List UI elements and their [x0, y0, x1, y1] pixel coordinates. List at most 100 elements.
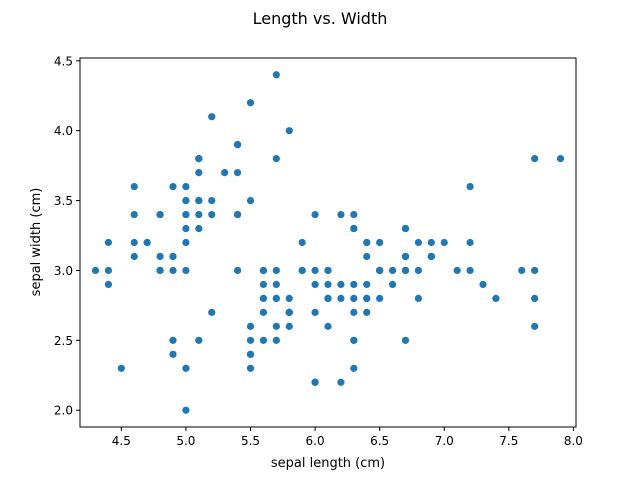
data-point-134	[324, 322, 332, 330]
data-point-103	[350, 280, 358, 289]
data-point-100	[350, 224, 358, 233]
data-point-144	[401, 224, 410, 233]
data-point-122	[531, 294, 539, 303]
data-point-149	[298, 266, 306, 275]
data-point-34	[169, 252, 177, 261]
data-point-126	[337, 294, 345, 303]
y-tick-label: 2.0	[54, 404, 73, 418]
data-point-110	[376, 238, 384, 247]
data-point-50	[440, 238, 448, 247]
data-point-87	[350, 364, 358, 372]
data-point-141	[427, 252, 435, 261]
data-point-6	[130, 210, 138, 219]
data-point-30	[156, 252, 164, 261]
data-point-118	[531, 322, 539, 330]
data-point-45	[156, 266, 164, 275]
data-point-35	[182, 238, 190, 247]
data-point-73	[324, 294, 332, 303]
x-tick-label: 8.0	[564, 434, 583, 448]
data-point-93	[182, 364, 190, 372]
data-point-1	[169, 266, 177, 275]
data-point-112	[414, 266, 423, 275]
data-point-99	[272, 294, 280, 303]
data-point-117	[531, 155, 539, 163]
data-point-41	[117, 364, 125, 372]
data-point-123	[350, 308, 358, 316]
data-point-43	[182, 196, 190, 205]
data-point-127	[324, 266, 332, 275]
data-point-74	[363, 280, 371, 289]
data-point-27	[208, 196, 216, 205]
data-point-142	[285, 308, 293, 316]
data-point-54	[376, 294, 384, 303]
data-point-58	[388, 280, 397, 289]
data-point-135	[531, 266, 539, 275]
data-point-94	[259, 308, 268, 316]
data-point-46	[195, 155, 203, 163]
y-tick-label: 2.5	[54, 334, 73, 348]
data-point-107	[479, 280, 487, 289]
data-point-131	[556, 155, 565, 163]
data-point-136	[350, 210, 358, 219]
data-point-33	[246, 99, 255, 107]
data-point-115	[363, 238, 371, 247]
data-point-125	[466, 238, 474, 247]
data-point-29	[143, 238, 151, 247]
data-point-3	[130, 252, 138, 261]
data-point-38	[104, 266, 113, 275]
data-point-59	[208, 308, 216, 316]
data-point-75	[388, 266, 397, 275]
data-point-23	[195, 224, 203, 233]
data-point-70	[298, 238, 306, 247]
y-tick-label: 4.5	[54, 54, 73, 68]
data-point-4	[182, 182, 190, 191]
data-point-108	[401, 336, 410, 344]
x-tick-label: 4.5	[112, 434, 131, 448]
data-point-148	[337, 210, 345, 219]
data-point-147	[376, 266, 384, 275]
data-point-60	[182, 406, 190, 414]
data-point-95	[272, 266, 280, 275]
data-point-137	[363, 252, 371, 261]
data-point-119	[311, 378, 319, 386]
data-point-68	[337, 378, 345, 386]
data-point-105	[518, 266, 526, 275]
data-point-96	[272, 280, 280, 289]
data-point-10	[233, 169, 242, 177]
x-tick-label: 7.0	[435, 434, 454, 448]
data-point-64	[259, 280, 268, 289]
data-point-26	[182, 210, 190, 219]
data-point-63	[324, 280, 332, 289]
data-point-106	[169, 336, 177, 344]
data-point-120	[427, 238, 435, 247]
data-point-49	[182, 224, 190, 233]
data-point-83	[311, 308, 319, 316]
data-point-78	[311, 280, 319, 289]
data-point-138	[311, 266, 319, 275]
data-point-98	[195, 336, 203, 344]
data-point-15	[272, 71, 280, 79]
x-tick-label: 7.5	[499, 434, 518, 448]
data-point-143	[414, 238, 423, 247]
data-point-57	[169, 350, 177, 358]
data-point-69	[259, 336, 268, 344]
y-axis-label: sepal width (cm)	[29, 188, 44, 297]
y-tick-label: 3.0	[54, 264, 73, 278]
data-point-16	[233, 141, 242, 149]
data-point-88	[259, 266, 268, 275]
data-point-13	[91, 266, 100, 275]
y-tick-label: 4.0	[54, 124, 73, 138]
data-point-39	[195, 210, 203, 219]
data-point-17	[195, 196, 203, 205]
data-point-130	[492, 294, 500, 303]
data-point-18	[272, 155, 280, 163]
data-point-21	[195, 169, 203, 177]
data-point-36	[246, 196, 255, 205]
data-point-121	[259, 294, 268, 303]
data-point-47	[130, 238, 138, 247]
data-point-97	[337, 280, 345, 289]
data-point-81	[246, 350, 255, 358]
data-point-102	[453, 266, 461, 275]
data-point-24	[156, 210, 164, 219]
